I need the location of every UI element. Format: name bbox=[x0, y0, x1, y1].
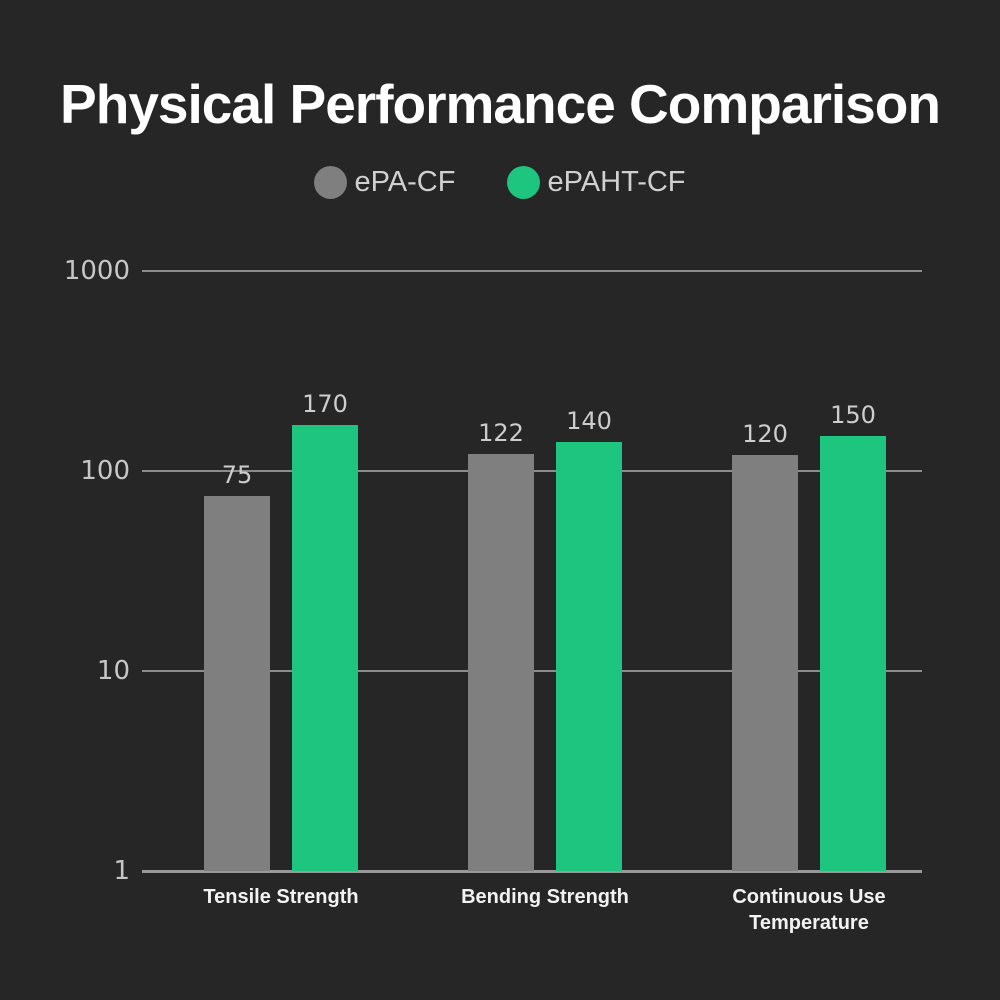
value-label-epaht-cf-tensile-strength: 170 bbox=[302, 390, 348, 418]
y-tick-label-1000: 1000 bbox=[63, 256, 130, 286]
gridline-1000 bbox=[142, 270, 922, 272]
value-label-epa-cf-bending-strength: 122 bbox=[478, 419, 524, 447]
gridline-1 bbox=[142, 870, 922, 873]
value-label-epaht-cf-bending-strength: 140 bbox=[566, 407, 612, 435]
category-label-tensile-strength: Tensile Strength bbox=[203, 886, 359, 908]
value-label-epa-cf-tensile-strength: 75 bbox=[221, 461, 253, 489]
y-tick-label-1: 1 bbox=[113, 856, 130, 886]
bar-epa-cf-bending-strength bbox=[468, 454, 534, 871]
value-label-epa-cf-continuous-use-temperature: 120 bbox=[742, 420, 788, 448]
legend-label-epaht-cf: ePAHT-CF bbox=[547, 166, 686, 198]
legend-label-epa-cf: ePA-CF bbox=[354, 166, 456, 198]
legend-item-epaht-cf: ePAHT-CF bbox=[507, 166, 686, 199]
bar-epaht-cf-continuous-use-temperature bbox=[820, 436, 886, 871]
value-label-epaht-cf-continuous-use-temperature: 150 bbox=[830, 401, 876, 429]
category-label-continuous-use-temperature: Continuous Use Temperature bbox=[732, 886, 886, 934]
category-label-bending-strength: Bending Strength bbox=[461, 886, 629, 908]
chart-title: Physical Performance Comparison bbox=[60, 73, 941, 135]
legend-item-epa-cf: ePA-CF bbox=[314, 166, 455, 199]
bar-epa-cf-tensile-strength bbox=[204, 496, 270, 871]
bar-epaht-cf-bending-strength bbox=[556, 442, 622, 871]
bar-epa-cf-continuous-use-temperature bbox=[732, 455, 798, 871]
legend-swatch-gray-icon bbox=[314, 166, 348, 199]
y-tick-label-100: 100 bbox=[80, 456, 130, 486]
bar-epaht-cf-tensile-strength bbox=[292, 425, 358, 871]
legend: ePA-CF ePAHT-CF bbox=[0, 166, 1000, 199]
legend-swatch-green-icon bbox=[507, 166, 541, 199]
y-tick-label-10: 10 bbox=[96, 656, 130, 686]
